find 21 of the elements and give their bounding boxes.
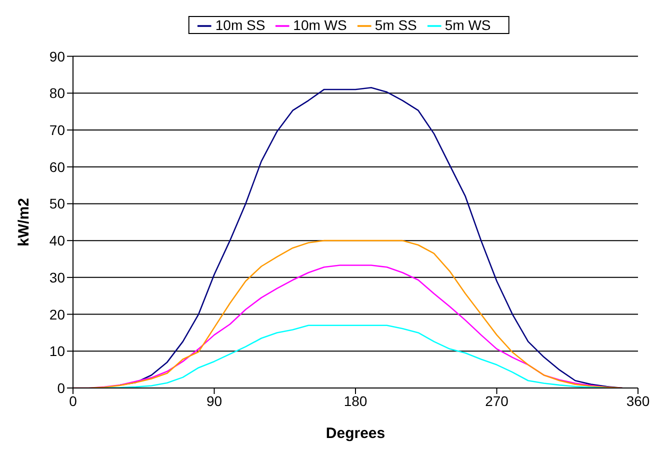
y-tick-label: 0: [57, 380, 66, 396]
y-tick-label: 70: [49, 122, 66, 138]
y-tick-label: 80: [49, 85, 66, 102]
legend-label: 10m WS: [293, 17, 347, 33]
x-tick-label: 90: [206, 392, 222, 409]
y-axis-title: kW/m2: [15, 198, 32, 246]
x-tick-label: 0: [69, 392, 78, 409]
y-tick-label: 30: [49, 269, 66, 286]
x-tick-label: 270: [485, 392, 509, 409]
x-tick-label: 360: [626, 392, 650, 409]
y-tick-label: 50: [49, 196, 66, 212]
legend-label: 5m SS: [374, 17, 417, 33]
y-tick-label: 10: [49, 343, 66, 360]
x-axis-title: Degrees: [326, 425, 386, 442]
x-tick-label: 180: [344, 392, 368, 409]
legend-label: 10m SS: [215, 17, 266, 33]
y-tick-label: 60: [49, 158, 66, 175]
y-tick-label: 20: [49, 306, 66, 322]
y-tick-label: 40: [49, 232, 66, 249]
legend-label: 5m WS: [444, 17, 491, 33]
y-tick-label: 90: [49, 48, 66, 64]
